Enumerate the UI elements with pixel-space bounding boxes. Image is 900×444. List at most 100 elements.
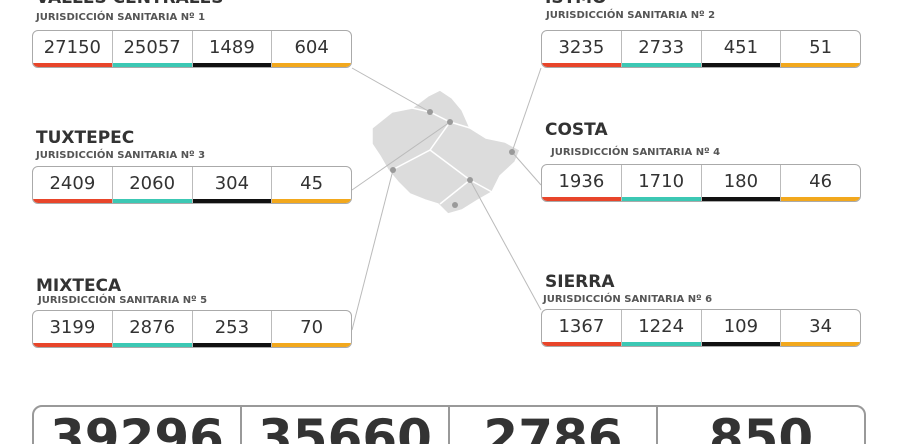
color-bar bbox=[621, 342, 701, 346]
stat-cell: 451 bbox=[701, 31, 782, 67]
region-stats: 1367 1224 109 34 bbox=[541, 309, 861, 347]
region-stats: 27150 25057 1489 604 bbox=[32, 30, 352, 68]
stat-value: 109 bbox=[723, 315, 759, 337]
color-bar bbox=[112, 63, 192, 67]
color-bar bbox=[272, 63, 351, 67]
stat-cell: 180 bbox=[701, 165, 782, 201]
region-stats: 1936 1710 180 46 bbox=[541, 164, 861, 202]
stat-cell: 1224 bbox=[621, 310, 702, 346]
color-bar bbox=[33, 343, 112, 347]
stat-cell: 1367 bbox=[542, 310, 622, 346]
region-subtitle: JURISDICCIÓN SANITARIA Nº 2 bbox=[546, 10, 716, 21]
dot bbox=[509, 149, 515, 155]
stat-cell: 1936 bbox=[542, 165, 622, 201]
connector bbox=[351, 169, 394, 331]
stat-value: 2876 bbox=[129, 316, 176, 338]
stat-value: 1710 bbox=[638, 170, 685, 192]
connector bbox=[351, 121, 451, 191]
stat-cell: 109 bbox=[701, 310, 782, 346]
connector bbox=[511, 67, 542, 153]
stat-cell: 304 bbox=[192, 167, 273, 203]
stat-cell: 3235 bbox=[542, 31, 622, 67]
color-bar bbox=[112, 343, 192, 347]
dot bbox=[452, 202, 458, 208]
region-subtitle: JURISDICCIÓN SANITARIA Nº 3 bbox=[36, 150, 206, 161]
stat-value: 27150 bbox=[43, 36, 101, 58]
color-bar bbox=[33, 199, 112, 203]
stat-cell: 3199 bbox=[33, 311, 113, 347]
color-bar bbox=[192, 63, 272, 67]
stat-cell: 34 bbox=[781, 310, 860, 346]
color-bar bbox=[112, 199, 192, 203]
stat-value: 253 bbox=[214, 316, 250, 338]
stat-value: 45 bbox=[300, 172, 324, 194]
stat-value: 70 bbox=[300, 316, 324, 338]
stat-value: 180 bbox=[723, 170, 759, 192]
total-cell: 35660 bbox=[242, 407, 450, 444]
dot bbox=[467, 177, 473, 183]
stat-value: 304 bbox=[214, 172, 250, 194]
stat-cell: 70 bbox=[272, 311, 351, 347]
color-bar bbox=[272, 199, 351, 203]
region-subtitle: JURISDICCIÓN SANITARIA Nº 4 bbox=[551, 147, 721, 158]
stat-cell: 2876 bbox=[112, 311, 193, 347]
color-bar bbox=[781, 63, 860, 67]
total-value: 2786 bbox=[483, 409, 623, 444]
region-stats: 2409 2060 304 45 bbox=[32, 166, 352, 204]
connector-lines bbox=[351, 67, 542, 331]
color-bar bbox=[701, 63, 781, 67]
region-stats: 3199 2876 253 70 bbox=[32, 310, 352, 348]
color-bar bbox=[781, 197, 860, 201]
stat-value: 3199 bbox=[49, 316, 96, 338]
dot bbox=[427, 109, 433, 115]
color-bar bbox=[192, 343, 272, 347]
stat-cell: 2060 bbox=[112, 167, 193, 203]
region-stats: 3235 2733 451 51 bbox=[541, 30, 861, 68]
stat-value: 3235 bbox=[558, 36, 605, 58]
region-subtitle: JURISDICCIÓN SANITARIA Nº 1 bbox=[36, 12, 206, 23]
stat-cell: 1489 bbox=[192, 31, 273, 67]
stat-cell: 45 bbox=[272, 167, 351, 203]
color-bar bbox=[701, 197, 781, 201]
state-map bbox=[371, 89, 521, 215]
stat-value: 34 bbox=[809, 315, 833, 337]
stat-value: 2409 bbox=[49, 172, 96, 194]
total-cell: 2786 bbox=[450, 407, 658, 444]
stat-value: 451 bbox=[723, 36, 759, 58]
stat-value: 1224 bbox=[638, 315, 685, 337]
stat-cell: 46 bbox=[781, 165, 860, 201]
total-value: 35660 bbox=[258, 409, 432, 444]
total-value: 39296 bbox=[50, 409, 224, 444]
region-subtitle: JURISDICCIÓN SANITARIA Nº 6 bbox=[543, 294, 713, 305]
stat-cell: 51 bbox=[781, 31, 860, 67]
region-title: SIERRA bbox=[545, 272, 615, 292]
stat-cell: 2409 bbox=[33, 167, 113, 203]
color-bar bbox=[192, 199, 272, 203]
color-bar bbox=[542, 342, 621, 346]
stat-value: 46 bbox=[809, 170, 833, 192]
total-cell: 39296 bbox=[34, 407, 242, 444]
stat-value: 2060 bbox=[129, 172, 176, 194]
stat-cell: 604 bbox=[272, 31, 351, 67]
dot bbox=[447, 119, 453, 125]
region-title: TUXTEPEC bbox=[36, 128, 135, 148]
connector bbox=[469, 179, 542, 311]
stat-cell: 253 bbox=[192, 311, 273, 347]
stat-cell: 2733 bbox=[621, 31, 702, 67]
totals-box: 39296 35660 2786 850 bbox=[32, 405, 866, 444]
stat-value: 1489 bbox=[208, 36, 255, 58]
color-bar bbox=[621, 197, 701, 201]
stat-value: 604 bbox=[294, 36, 329, 58]
stat-cell: 27150 bbox=[33, 31, 113, 67]
stat-value: 25057 bbox=[123, 36, 181, 58]
region-subtitle: JURISDICCIÓN SANITARIA Nº 5 bbox=[38, 295, 208, 306]
map-dots bbox=[390, 109, 515, 208]
region-title: MIXTECA bbox=[36, 276, 122, 296]
color-bar bbox=[272, 343, 351, 347]
stat-cell: 25057 bbox=[112, 31, 193, 67]
color-bar bbox=[33, 63, 112, 67]
color-bar bbox=[542, 197, 621, 201]
